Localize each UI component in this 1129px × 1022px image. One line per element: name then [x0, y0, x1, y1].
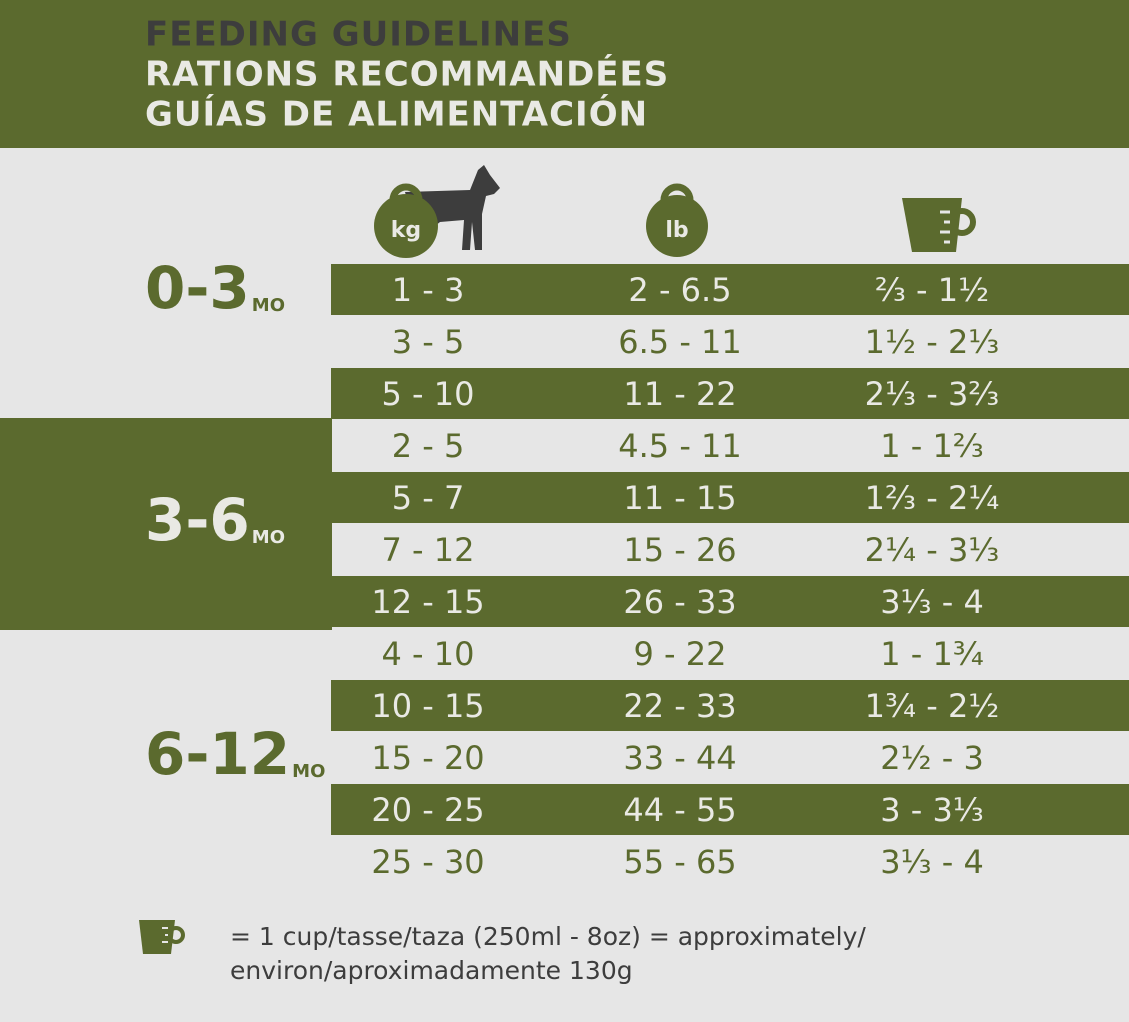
kg-cell: 10 - 15 [371, 687, 484, 725]
footnote-line: environ/aproximadamente 130g [230, 956, 633, 985]
lb-cell: 22 - 33 [623, 687, 736, 725]
cups-cell: 1½ - 2⅓ [865, 323, 1000, 361]
kg-cell: 5 - 10 [382, 375, 475, 413]
age-unit: MO [292, 761, 325, 782]
header-band [0, 0, 1129, 148]
cups-cell: ⅔ - 1½ [875, 271, 989, 309]
lb-cell: 15 - 26 [623, 531, 736, 569]
cups-cell: 3⅓ - 4 [880, 843, 984, 881]
row-band [331, 784, 1129, 835]
lb-cell: 11 - 15 [623, 479, 736, 517]
header-line: RATIONS RECOMMANDÉES [145, 54, 669, 95]
age-label: 3-6 [145, 486, 250, 554]
kettlebell-icon [374, 194, 438, 258]
footnote-line: = 1 cup/tasse/taza (250ml - 8oz) = appro… [230, 922, 866, 951]
lb-cell: 4.5 - 11 [618, 427, 742, 465]
age-unit: MO [252, 527, 285, 548]
lb-cell: 55 - 65 [623, 843, 736, 881]
row-band [331, 680, 1129, 731]
header-line: GUÍAS DE ALIMENTACIÓN [145, 94, 648, 135]
cups-cell: 1 - 1⅔ [880, 427, 984, 465]
lb-cell: 9 - 22 [634, 635, 727, 673]
kg-cell: 7 - 12 [382, 531, 475, 569]
cups-cell: 2⅓ - 3⅔ [865, 375, 1000, 413]
kg-cell: 20 - 25 [371, 791, 484, 829]
cup-icon [139, 920, 185, 954]
lb-cell: 11 - 22 [623, 375, 736, 413]
cups-cell: 2½ - 3 [880, 739, 984, 777]
cups-cell: 2¼ - 3⅓ [865, 531, 1000, 569]
kg-cell: 1 - 3 [392, 271, 465, 309]
kg-cell: 5 - 7 [392, 479, 465, 517]
age-label: 6-12 [145, 720, 290, 788]
cups-cell: 1⅔ - 2¼ [865, 479, 1000, 517]
lb-cell: 6.5 - 11 [618, 323, 742, 361]
kg-cell: 25 - 30 [371, 843, 484, 881]
row-band [331, 576, 1129, 627]
cups-cell: 1¾ - 2½ [865, 687, 1000, 725]
lb-label: lb [665, 218, 688, 243]
lb-cell: 2 - 6.5 [628, 271, 731, 309]
lb-cell: 26 - 33 [623, 583, 736, 621]
kg-cell: 2 - 5 [392, 427, 465, 465]
row-band [331, 264, 1129, 315]
row-band [331, 472, 1129, 523]
cups-cell: 1 - 1¾ [880, 635, 984, 673]
cups-cell: 3 - 3⅓ [880, 791, 984, 829]
kg-label: kg [391, 218, 421, 243]
lb-cell: 33 - 44 [623, 739, 736, 777]
cups-cell: 3⅓ - 4 [880, 583, 984, 621]
kg-cell: 15 - 20 [371, 739, 484, 777]
kettlebell-handle [389, 183, 423, 201]
kg-cell: 4 - 10 [382, 635, 475, 673]
kettlebell-icon [646, 195, 708, 257]
row-band [331, 368, 1129, 419]
group-band [0, 418, 332, 630]
kg-cell: 3 - 5 [392, 323, 465, 361]
kettlebell-handle [660, 183, 694, 201]
age-unit: MO [252, 295, 285, 316]
lb-cell: 44 - 55 [623, 791, 736, 829]
header-line: FEEDING GUIDELINES [145, 15, 572, 55]
kg-cell: 12 - 15 [371, 583, 484, 621]
age-label: 0-3 [145, 254, 250, 322]
cup-icon [902, 198, 976, 252]
